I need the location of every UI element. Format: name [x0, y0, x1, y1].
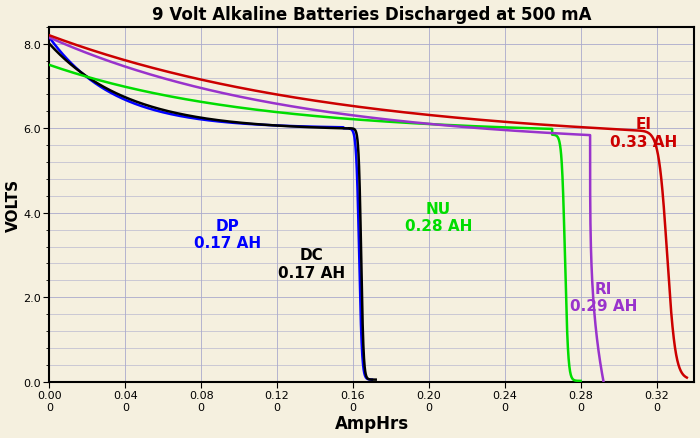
Text: NU
0.28 AH: NU 0.28 AH [405, 201, 472, 233]
Text: DC
0.17 AH: DC 0.17 AH [278, 247, 345, 280]
Text: EI
0.33 AH: EI 0.33 AH [610, 117, 677, 149]
Text: DP
0.17 AH: DP 0.17 AH [194, 218, 261, 251]
Text: RI
0.29 AH: RI 0.29 AH [570, 281, 637, 314]
Title: 9 Volt Alkaline Batteries Discharged at 500 mA: 9 Volt Alkaline Batteries Discharged at … [152, 6, 592, 24]
X-axis label: AmpHrs: AmpHrs [335, 414, 409, 432]
Y-axis label: VOLTS: VOLTS [6, 178, 20, 231]
